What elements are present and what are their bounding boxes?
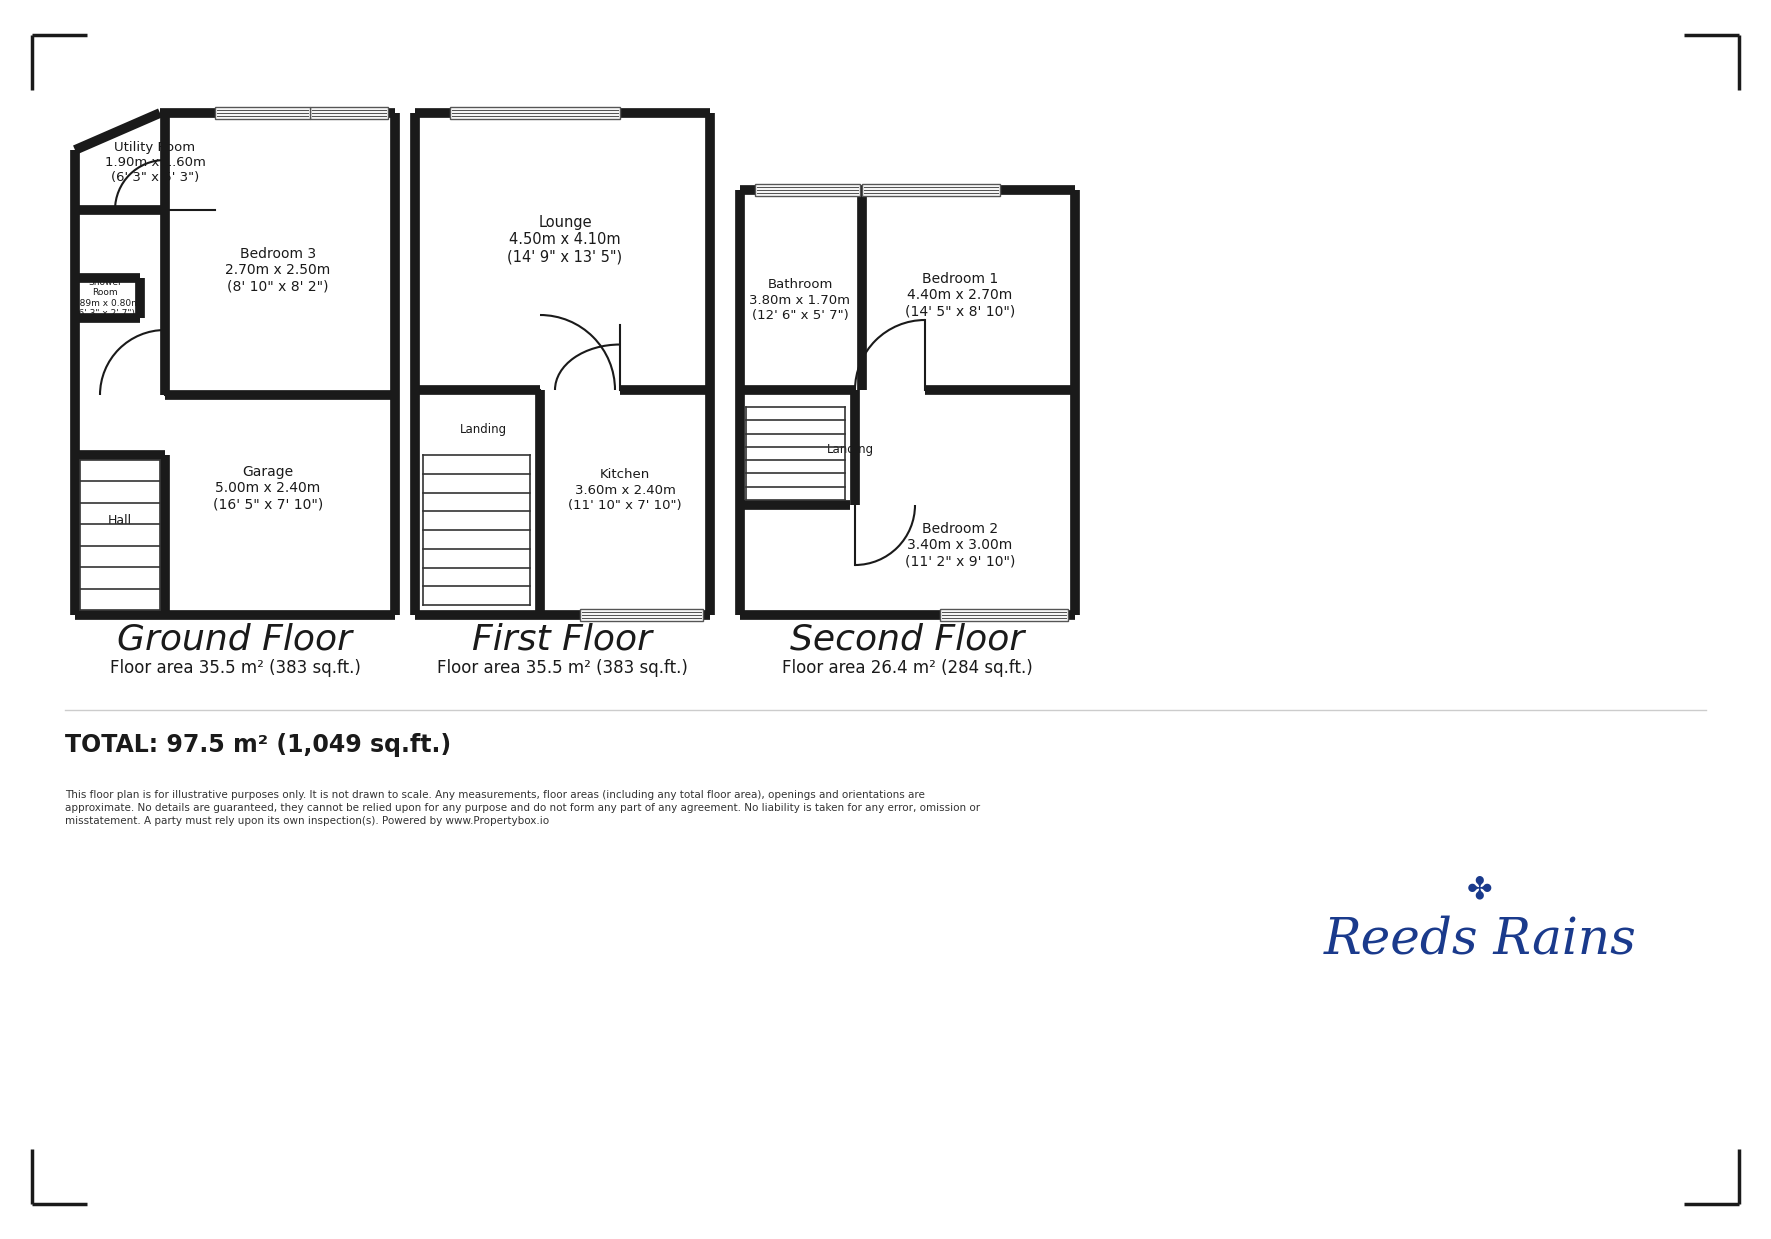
Text: Utility Room
1.90m x 1.60m
(6' 3" x 5' 3"): Utility Room 1.90m x 1.60m (6' 3" x 5' 3… [104, 141, 205, 185]
Bar [214, 107, 310, 119]
Text: Bathroom
3.80m x 1.70m
(12' 6" x 5' 7"): Bathroom 3.80m x 1.70m (12' 6" x 5' 7") [749, 279, 850, 321]
Text: Floor area 35.5 m² (383 sq.ft.): Floor area 35.5 m² (383 sq.ft.) [437, 659, 687, 676]
Text: Bedroom 3
2.70m x 2.50m
(8' 10" x 8' 2"): Bedroom 3 2.70m x 2.50m (8' 10" x 8' 2") [225, 247, 331, 294]
Bar [862, 185, 1001, 196]
Bar [940, 610, 1068, 621]
Text: Garage
5.00m x 2.40m
(16' 5" x 7' 10"): Garage 5.00m x 2.40m (16' 5" x 7' 10") [213, 465, 322, 512]
Text: Second Floor: Second Floor [790, 623, 1024, 657]
Text: This floor plan is for illustrative purposes only. It is not drawn to scale. Any: This floor plan is for illustrative purp… [66, 790, 979, 826]
Text: Bedroom 2
3.40m x 3.00m
(11' 2" x 9' 10"): Bedroom 2 3.40m x 3.00m (11' 2" x 9' 10"… [905, 522, 1015, 569]
Text: Floor area 26.4 m² (284 sq.ft.): Floor area 26.4 m² (284 sq.ft.) [781, 659, 1032, 676]
Text: Landing: Landing [459, 424, 507, 436]
Text: Bedroom 1
4.40m x 2.70m
(14' 5" x 8' 10"): Bedroom 1 4.40m x 2.70m (14' 5" x 8' 10"… [905, 271, 1015, 318]
Bar [754, 185, 861, 196]
Text: Ground Floor: Ground Floor [117, 623, 352, 657]
Text: First Floor: First Floor [473, 623, 652, 657]
Text: TOTAL: 97.5 m² (1,049 sq.ft.): TOTAL: 97.5 m² (1,049 sq.ft.) [66, 733, 452, 757]
Text: Landing: Landing [827, 444, 873, 456]
Text: Hall: Hall [108, 513, 133, 527]
Text: Floor area 35.5 m² (383 sq.ft.): Floor area 35.5 m² (383 sq.ft.) [110, 659, 361, 676]
Text: Kitchen
3.60m x 2.40m
(11' 10" x 7' 10"): Kitchen 3.60m x 2.40m (11' 10" x 7' 10") [568, 468, 682, 512]
Text: Shower
Room
1.89m x 0.80m
(6' 3" x 2' 7"): Shower Room 1.89m x 0.80m (6' 3" x 2' 7"… [71, 278, 140, 318]
Text: Lounge
4.50m x 4.10m
(14' 9" x 13' 5"): Lounge 4.50m x 4.10m (14' 9" x 13' 5") [508, 216, 623, 265]
Text: ✤: ✤ [1466, 876, 1493, 904]
Bar [450, 107, 620, 119]
Bar [310, 107, 388, 119]
Text: Reeds Rains: Reeds Rains [1323, 916, 1636, 965]
Bar [579, 610, 703, 621]
